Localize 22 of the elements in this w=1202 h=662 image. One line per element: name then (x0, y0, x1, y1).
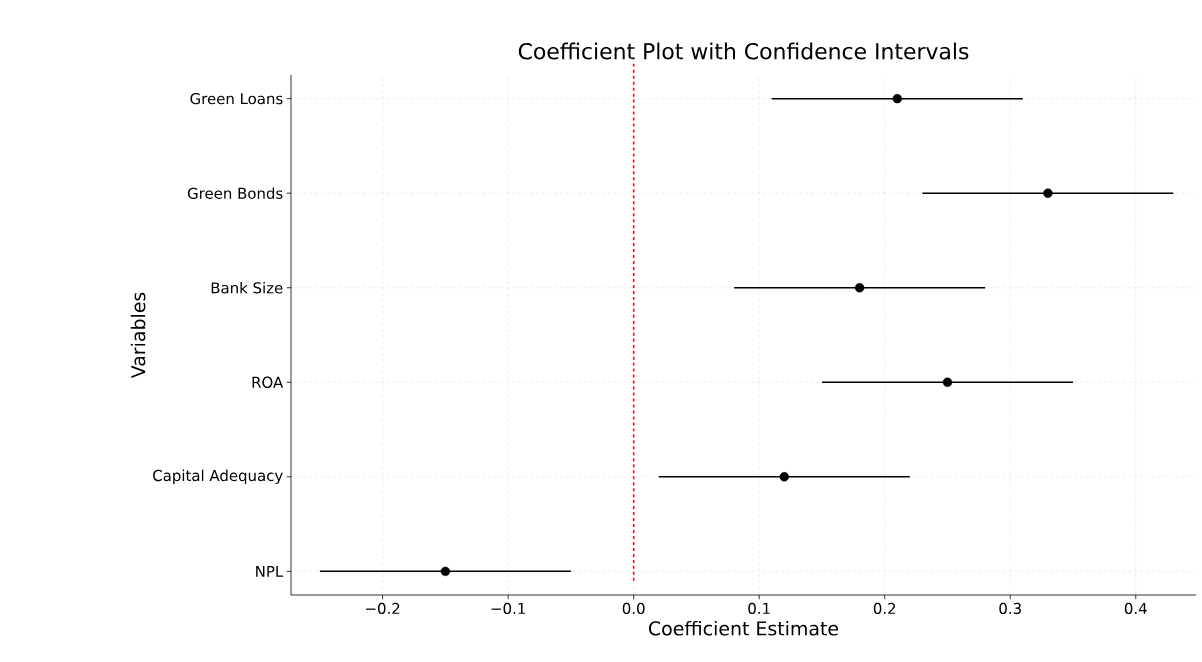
y-tick-label: Green Bonds (187, 187, 283, 199)
y-tick-label: Capital Adequacy (153, 469, 283, 485)
x-tick-label: 0.3 (999, 602, 1021, 615)
point (779, 472, 789, 482)
x-tick-label: −0.2 (366, 602, 400, 615)
x-tick-label: −0.1 (491, 602, 525, 615)
y-tick-label: Green Loans (190, 92, 283, 105)
point (1043, 188, 1053, 198)
x-tick-label: 0.4 (1124, 602, 1147, 615)
x-axis-title: Coefficient Estimate (649, 620, 839, 636)
point (440, 566, 451, 577)
x-tick-label: 0.1 (748, 602, 770, 615)
point (892, 93, 902, 104)
x-tick-label: 0.0 (622, 602, 645, 615)
x-tick-label: 0.2 (873, 602, 896, 615)
point (854, 283, 865, 293)
y-tick-label: ROA (252, 376, 284, 388)
chart-title: Coefficient Plot with Confidence Intervals (518, 42, 969, 60)
y-axis-title: Variables (130, 292, 146, 379)
y-tick-label: Bank Size (211, 281, 283, 294)
y-tick-label: NPL (256, 565, 284, 577)
point (942, 377, 953, 387)
